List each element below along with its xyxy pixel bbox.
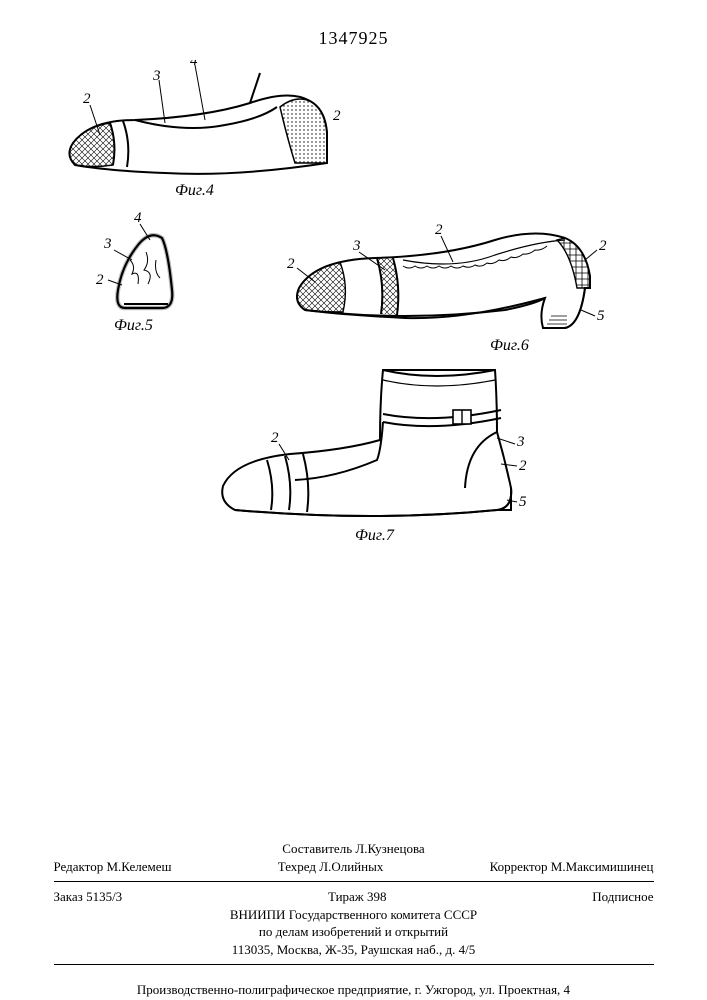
techred-name: Л.Олийных — [319, 859, 383, 874]
fig7-ref-2a: 2 — [271, 430, 279, 446]
figures-panel: 2 3 4 2 Фиг.4 2 3 4 Фиг.5 — [55, 60, 645, 540]
org-line2: по делам изобретений и открытий — [54, 923, 654, 941]
editor-label: Редактор — [54, 859, 104, 874]
corrector-label: Корректор — [490, 859, 548, 874]
fig6-ref-3: 3 — [352, 238, 361, 254]
fig4-label: Фиг.4 — [175, 182, 214, 199]
fig7-ref-2b: 2 — [519, 458, 527, 474]
fig7-ref-3: 3 — [516, 434, 525, 450]
fig6: 2 3 2 2 5 Фиг.6 — [287, 222, 607, 354]
editor-name: М.Келемеш — [106, 859, 171, 874]
fig5: 2 3 4 Фиг.5 — [96, 210, 172, 334]
order-value: 5135/3 — [86, 889, 122, 904]
fig6-ref-2b: 2 — [435, 222, 443, 238]
subscription-label: Подписное — [592, 889, 653, 904]
fig5-ref-4: 4 — [134, 210, 142, 226]
fig7: 2 3 2 5 Фиг.7 — [222, 370, 527, 540]
corrector-name: М.Максимишинец — [551, 859, 654, 874]
fig4-ref-4: 4 — [190, 60, 198, 69]
fig6-ref-2a: 2 — [287, 256, 295, 272]
printer-line: Производственно-полиграфическое предприя… — [0, 981, 707, 999]
divider-1 — [54, 881, 654, 882]
fig6-label: Фиг.6 — [490, 337, 529, 354]
fig5-label: Фиг.5 — [114, 317, 153, 334]
fig4-ref-3: 3 — [152, 68, 161, 84]
techred-label: Техред — [278, 859, 316, 874]
patent-number: 1347925 — [0, 28, 707, 49]
fig7-label: Фиг.7 — [355, 527, 395, 540]
fig7-ref-5: 5 — [519, 494, 527, 510]
org-line1: ВНИИПИ Государственного комитета СССР — [54, 906, 654, 924]
org-address: 113035, Москва, Ж-35, Раушская наб., д. … — [54, 941, 654, 959]
divider-2 — [54, 964, 654, 965]
fig6-ref-2c: 2 — [599, 238, 607, 254]
fig5-ref-2: 2 — [96, 272, 104, 288]
fig5-ref-3: 3 — [103, 236, 112, 252]
order-label: Заказ — [54, 889, 83, 904]
print-run-label: Тираж — [328, 889, 364, 904]
fig4: 2 3 4 2 Фиг.4 — [69, 60, 341, 199]
fig4-ref-2b: 2 — [333, 108, 341, 124]
page: 1347925 — [0, 0, 707, 1000]
fig6-ref-5: 5 — [597, 308, 605, 324]
compiler-label: Составитель — [282, 841, 352, 856]
fig4-ref-2a: 2 — [83, 91, 91, 107]
print-run-value: 398 — [367, 889, 387, 904]
compiler-name: Л.Кузнецова — [355, 841, 424, 856]
colophon: Составитель Л.Кузнецова Редактор М.Келем… — [0, 840, 707, 999]
